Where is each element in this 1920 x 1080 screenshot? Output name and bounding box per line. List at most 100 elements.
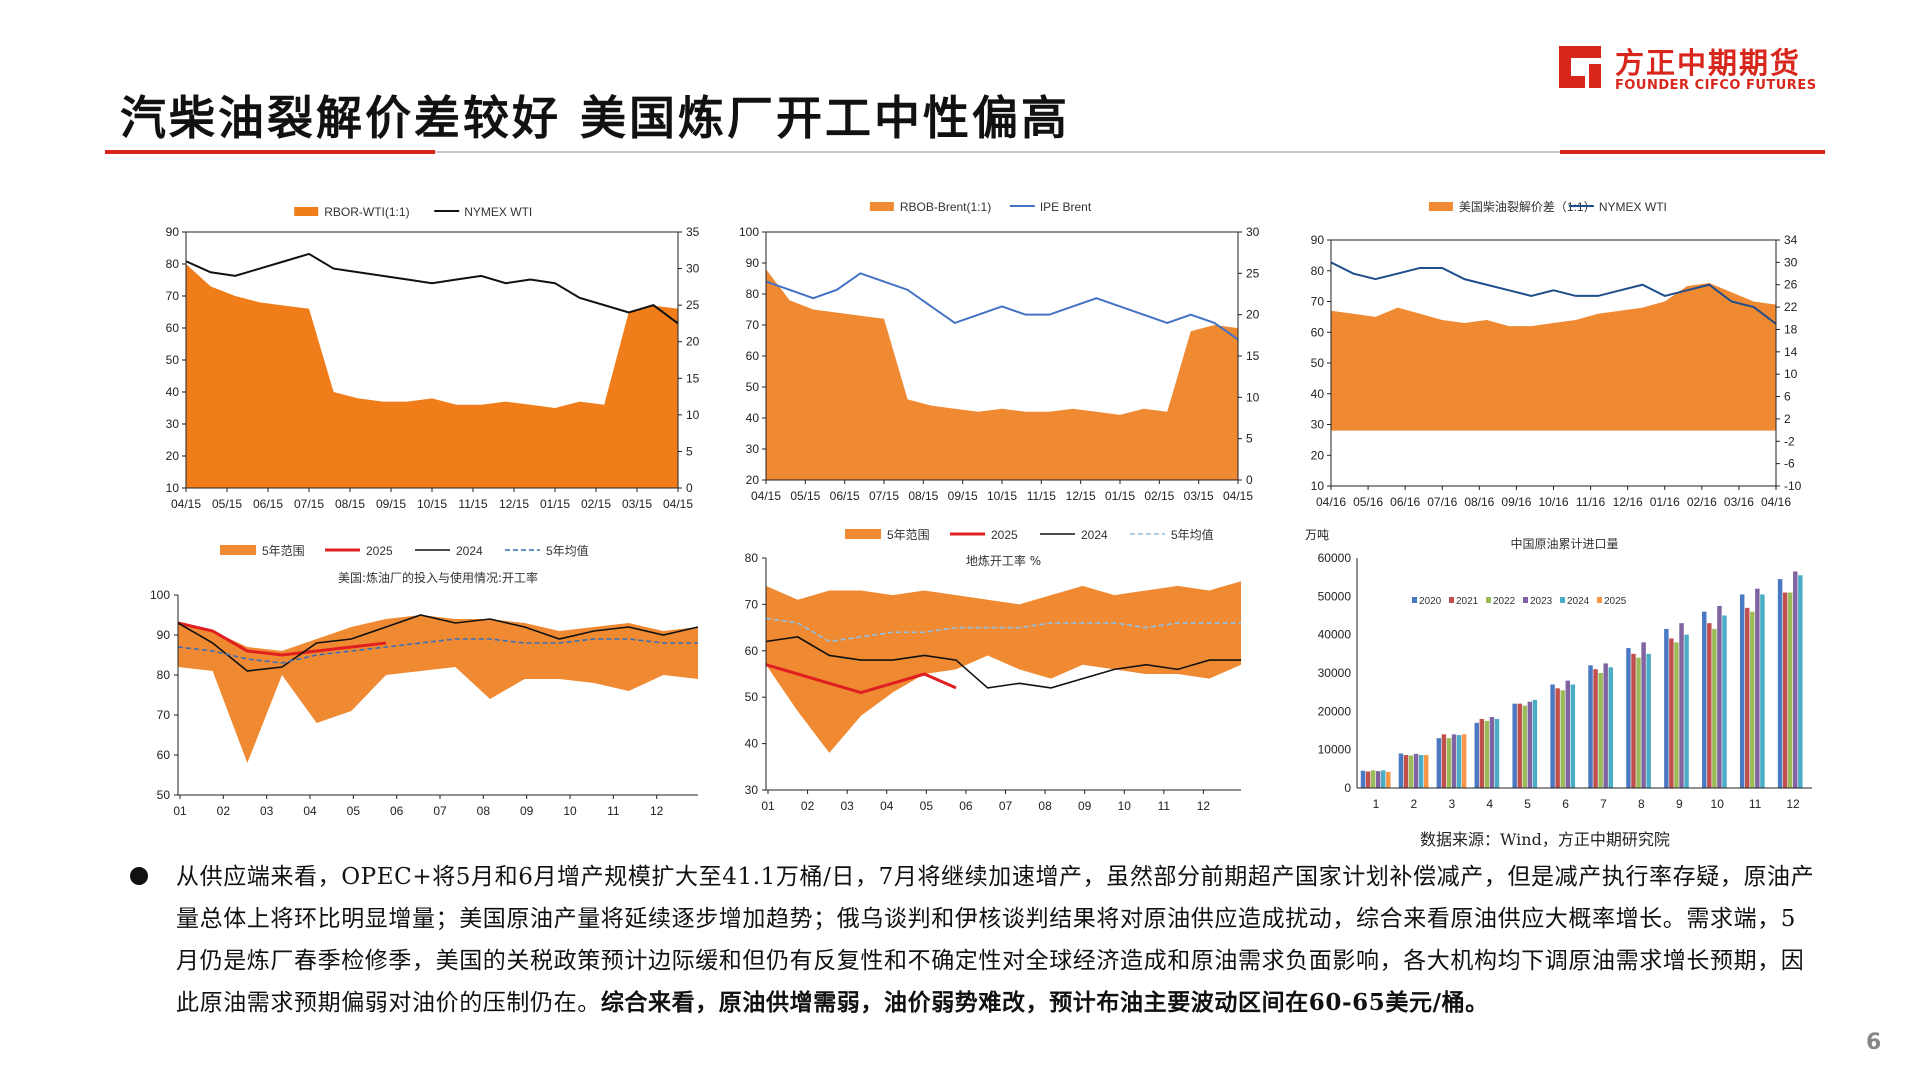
y-tick-label: 40 [746, 411, 760, 425]
legend-swatch [1449, 597, 1454, 603]
y2-tick-label: 34 [1784, 233, 1798, 247]
y-tick-label: 70 [745, 597, 759, 611]
series-line [177, 621, 387, 657]
y-tick-label: 70 [746, 318, 760, 332]
legend-swatch [1523, 597, 1528, 603]
title-divider-red-right [1560, 150, 1825, 154]
area-series [186, 264, 678, 488]
x-tick-label: 06/15 [830, 489, 860, 503]
legend-label: RBOR-WTI(1:1) [324, 205, 409, 219]
legend-label: 美国柴油裂解价差（1:1） [1459, 200, 1596, 214]
x-tick-label: 09/15 [948, 489, 978, 503]
y-tick-label: 80 [746, 287, 760, 301]
bar [1712, 628, 1717, 788]
legend-label: 5年均值 [546, 543, 589, 558]
y-tick-label: 20 [166, 449, 180, 463]
legend-label: 2025 [366, 544, 393, 558]
x-tick-label: 12 [650, 804, 664, 818]
bar [1755, 588, 1760, 788]
bar [1739, 594, 1745, 788]
chart-diesel-crack: 10 20 30 40 50 60 70 80 90 -10 -6 -2 2 6 10 14 18 22 26 30 3… [1295, 190, 1835, 520]
bar [1474, 722, 1479, 788]
y-tick-label: 30 [1311, 418, 1325, 432]
y-tick-label: 80 [1311, 264, 1325, 278]
bar [1532, 699, 1538, 788]
chart-svg: 20 30 40 50 60 70 80 90 100 0 5 10 15 20 25 30 04/15 05/1… [739, 200, 1260, 503]
bar [1423, 755, 1429, 788]
line-series [185, 252, 679, 325]
bar [1626, 648, 1631, 788]
y-tick-label: 60 [1311, 325, 1325, 339]
legend-swatch [1486, 597, 1491, 603]
title-divider-red [105, 150, 435, 154]
bar [1479, 719, 1485, 788]
bar [1436, 738, 1442, 788]
x-tick-label: 02/15 [581, 497, 611, 511]
x-tick-label: 05/15 [212, 497, 242, 511]
x-tick-label: 04/16 [1761, 495, 1791, 509]
chart-title: 美国:炼油厂的投入与使用情况:开工率 [338, 570, 538, 585]
x-tick-label: 01/16 [1650, 495, 1680, 509]
bar [1370, 770, 1376, 788]
x-tick-label: 03 [840, 799, 854, 813]
x-tick-label: 02/16 [1687, 495, 1717, 509]
legend-swatch-area [294, 207, 319, 216]
bar [1386, 771, 1391, 788]
legend-label: 2024 [1081, 528, 1108, 542]
y2-tick-label: 0 [1246, 473, 1253, 487]
bar [1787, 592, 1793, 788]
series-line [765, 636, 1241, 689]
legend-label: 5年范围 [262, 544, 305, 558]
bar [1798, 575, 1803, 788]
line-series [1330, 261, 1777, 325]
x-tick-label: 8 [1638, 797, 1645, 811]
bar [1745, 607, 1750, 788]
y2-tick-label: 10 [686, 408, 700, 422]
logo-mark-icon [1559, 46, 1601, 88]
bar [1560, 690, 1565, 788]
page-title: 汽柴油裂解价差较好 美国炼厂开工中性偏高 [120, 91, 1071, 145]
y2-tick-label: 5 [686, 444, 693, 458]
bar [1588, 665, 1593, 788]
x-tick-label: 04/15 [1223, 489, 1253, 503]
x-tick-label: 12/15 [499, 497, 529, 511]
series-line [177, 614, 699, 672]
y2-tick-label: 15 [686, 371, 700, 385]
chart-svg: 30 40 50 60 70 80 01 02 03 04 05 06 07 08 09 10 11 12 地炼开工… [745, 527, 1241, 813]
range-band [766, 581, 1241, 753]
summary-paragraph: 从供应端来看，OPEC+将5月和6月增产规模扩大至41.1万桶/日，7月将继续加… [176, 856, 1816, 1024]
legend-swatch-area [1428, 202, 1453, 211]
y2-tick-label: 6 [1784, 390, 1791, 404]
bar [1555, 688, 1560, 788]
y-tick-label: 40000 [1318, 628, 1352, 642]
chart-rbob-wti: 10 20 30 40 50 60 70 80 90 0 5 10 15 20 25 30 35 04/15 05/… [150, 195, 710, 525]
x-tick-label: 08/15 [908, 489, 938, 503]
y-tick-label: 60 [157, 748, 171, 762]
legend-swatch [1412, 597, 1417, 603]
logo-chinese: 方正中期期货 [1615, 46, 1802, 80]
x-tick-label: 07/15 [294, 497, 324, 511]
y-tick-label: 50 [745, 690, 759, 704]
bar [1684, 634, 1689, 788]
y-tick-label: 80 [166, 257, 180, 271]
x-tick-label: 07 [433, 804, 447, 818]
bar [1550, 684, 1555, 788]
y-tick-label: 60 [166, 321, 180, 335]
y-tick-label: 80 [157, 668, 171, 682]
legend-swatch [1597, 597, 1602, 603]
legend-label: 5年均值 [1171, 527, 1214, 542]
bar [1646, 653, 1651, 788]
x-tick-label: 03/16 [1724, 495, 1754, 509]
x-tick-label: 06/15 [253, 497, 283, 511]
y-tick-label: 90 [157, 628, 171, 642]
range-band [178, 615, 698, 763]
y-tick-label: 30000 [1318, 666, 1352, 680]
line-series [765, 272, 1239, 341]
legend-label: 2020 [1419, 596, 1442, 607]
x-tick-label: 10/15 [417, 497, 447, 511]
x-tick-label: 2 [1411, 797, 1418, 811]
y2-tick-label: 20 [686, 335, 700, 349]
bar [1517, 703, 1522, 788]
bar [1664, 628, 1669, 788]
bar [1418, 755, 1424, 788]
